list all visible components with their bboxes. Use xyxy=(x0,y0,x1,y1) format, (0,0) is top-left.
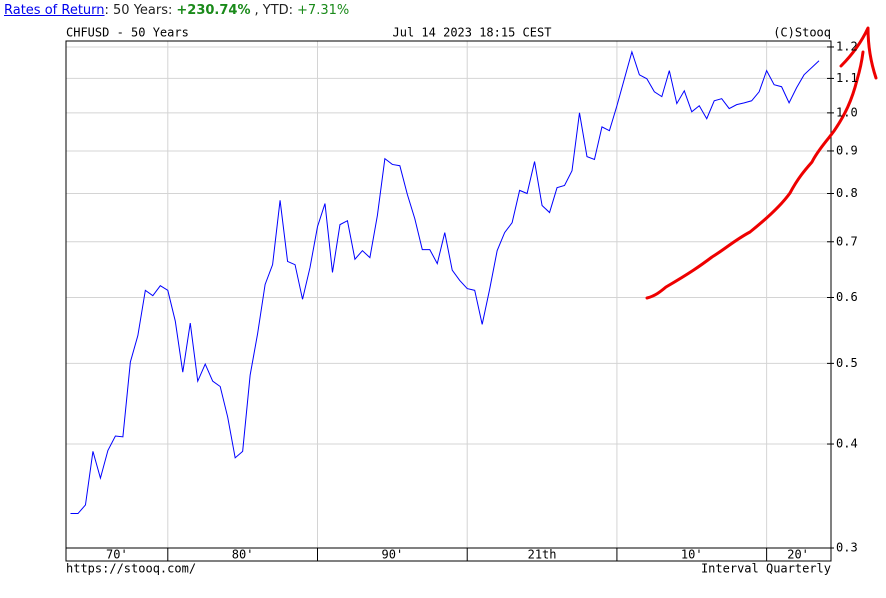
arrow-head xyxy=(839,26,878,80)
y-tick-label: 1.1 xyxy=(836,71,858,85)
plot-frame xyxy=(65,40,832,562)
y-tick-label: 0.9 xyxy=(836,143,858,157)
x-tick-label: 70' xyxy=(106,548,128,562)
y-tick-label: 0.6 xyxy=(836,290,858,304)
annotation-arrow xyxy=(645,26,878,300)
x-tick-label: 80' xyxy=(232,548,254,562)
x-tick-label: 90' xyxy=(382,548,404,562)
source-url: https://stooq.com/ xyxy=(66,562,196,576)
y-tick-label: 0.8 xyxy=(836,186,858,200)
credit: (C)Stooq xyxy=(773,26,831,40)
chart-date: Jul 14 2023 18:15 CEST xyxy=(393,26,552,40)
interval: Interval Quarterly xyxy=(701,562,831,576)
chart-title: CHFUSD - 50 Years xyxy=(66,26,189,40)
ytd: +7.31% xyxy=(297,3,350,18)
arrow-shaft xyxy=(645,50,865,300)
price-line xyxy=(70,50,820,515)
y-tick-label: 0.4 xyxy=(836,437,858,451)
y-tick-label: 0.5 xyxy=(836,356,858,370)
x-tick-label: 21th xyxy=(528,548,557,562)
grid-layer xyxy=(66,41,831,549)
period: : 50 Years: xyxy=(104,3,173,18)
y-tick-label: 0.7 xyxy=(836,234,858,248)
ytd-label: , YTD: xyxy=(254,3,294,18)
y-tick-label: 0.3 xyxy=(836,541,858,555)
rates-link[interactable]: Rates of Return xyxy=(4,3,105,18)
header: Rates of Return: 50 Years: +230.74%, YTD:… xyxy=(4,3,353,18)
total-return: +230.74% xyxy=(176,3,251,18)
x-tick-label: 10' xyxy=(681,548,703,562)
y-tick-label: 1.0 xyxy=(836,105,858,119)
y-tick-label: 1.2 xyxy=(836,39,858,53)
x-tick-label: 20' xyxy=(787,548,809,562)
